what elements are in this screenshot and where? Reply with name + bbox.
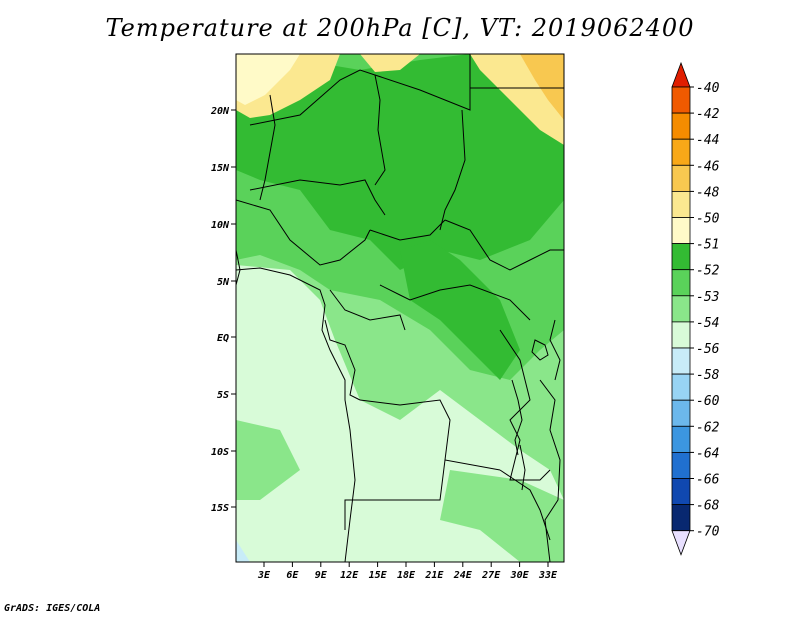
footer-credit: GrADS: IGES/COLA (4, 603, 101, 614)
colorbar-label: -42 (696, 107, 720, 122)
colorbar-box (671, 399, 691, 427)
colorbar-box (671, 478, 691, 506)
lon-tick-label: 27E (481, 570, 501, 581)
colorbar-label: -60 (696, 394, 720, 409)
colorbar-box (671, 269, 691, 297)
colorbar-label: -56 (696, 342, 720, 357)
chart-title: Temperature at 200hPa [C], VT: 201906240… (105, 14, 695, 42)
colorbar-box (671, 425, 691, 453)
colorbar-box (671, 451, 691, 479)
colorbar-label: -52 (696, 264, 720, 279)
colorbar-label: -48 (696, 185, 720, 200)
lat-tick-label: EQ (217, 333, 229, 344)
map-frame (235, 53, 565, 563)
colorbar-label: -66 (696, 473, 720, 488)
colorbar-box (671, 243, 691, 271)
colorbar-label: -51 (696, 238, 719, 253)
lat-tick-label: 5S (217, 390, 229, 401)
colorbar-label: -62 (696, 420, 720, 435)
temperature-field (236, 54, 564, 562)
lon-tick-label: 18E (397, 570, 416, 581)
lat-tick-label: 5N (217, 277, 230, 288)
longitude-axis: 3E 6E 9E 12E 15E 18E 21E 24E 27E 30E 33E (257, 562, 558, 581)
lon-tick-label: 3E (257, 570, 271, 581)
lon-tick-label: 21E (424, 570, 444, 581)
colorbar-label: -54 (696, 316, 719, 331)
colorbar-label: -68 (696, 499, 720, 514)
colorbar-box (671, 112, 691, 140)
colorbar-label: -50 (696, 212, 720, 227)
lon-tick-label: 30E (510, 570, 530, 581)
colorbar-box (671, 86, 691, 114)
colorbar-box (671, 504, 691, 532)
lat-tick-label: 20N (210, 106, 230, 117)
lat-tick-label: 15S (211, 503, 229, 514)
colorbar-label: -58 (696, 368, 720, 383)
colorbar-cap-bottom (671, 530, 691, 556)
colorbar-box (671, 164, 691, 192)
colorbar-box (671, 321, 691, 349)
colorbar-label: -40 (696, 81, 720, 96)
colorbar-label: -53 (696, 290, 719, 305)
colorbar-box (671, 138, 691, 166)
colorbar-box (671, 190, 691, 218)
lon-tick-label: 6E (286, 570, 299, 581)
lon-tick-label: 33E (538, 570, 558, 581)
colorbar-label: -70 (696, 525, 720, 540)
lon-tick-label: 15E (369, 570, 388, 581)
colorbar-box (671, 295, 691, 323)
colorbar-label: -44 (696, 133, 719, 148)
colorbar-cap-top (671, 61, 691, 88)
lat-tick-label: 10N (211, 220, 230, 231)
colorbar-box (671, 373, 691, 401)
lat-tick-label: 15N (211, 163, 230, 174)
colorbar-label: -46 (696, 159, 720, 174)
lon-tick-label: 24E (453, 570, 473, 581)
colorbar: -40 -42 -44 -46 -48 -50 -51 -52 -53 -54 -56 -58 -60 -… (671, 61, 720, 556)
colorbar-label: -64 (696, 446, 719, 461)
colorbar-box (671, 347, 691, 375)
latitude-axis: 20N 15N 10N 5N EQ 5S 10S 15S (210, 106, 236, 514)
lon-tick-label: 12E (340, 570, 359, 581)
lat-tick-label: 10S (211, 447, 229, 458)
colorbar-box (671, 217, 691, 245)
lon-tick-label: 9E (315, 570, 328, 581)
